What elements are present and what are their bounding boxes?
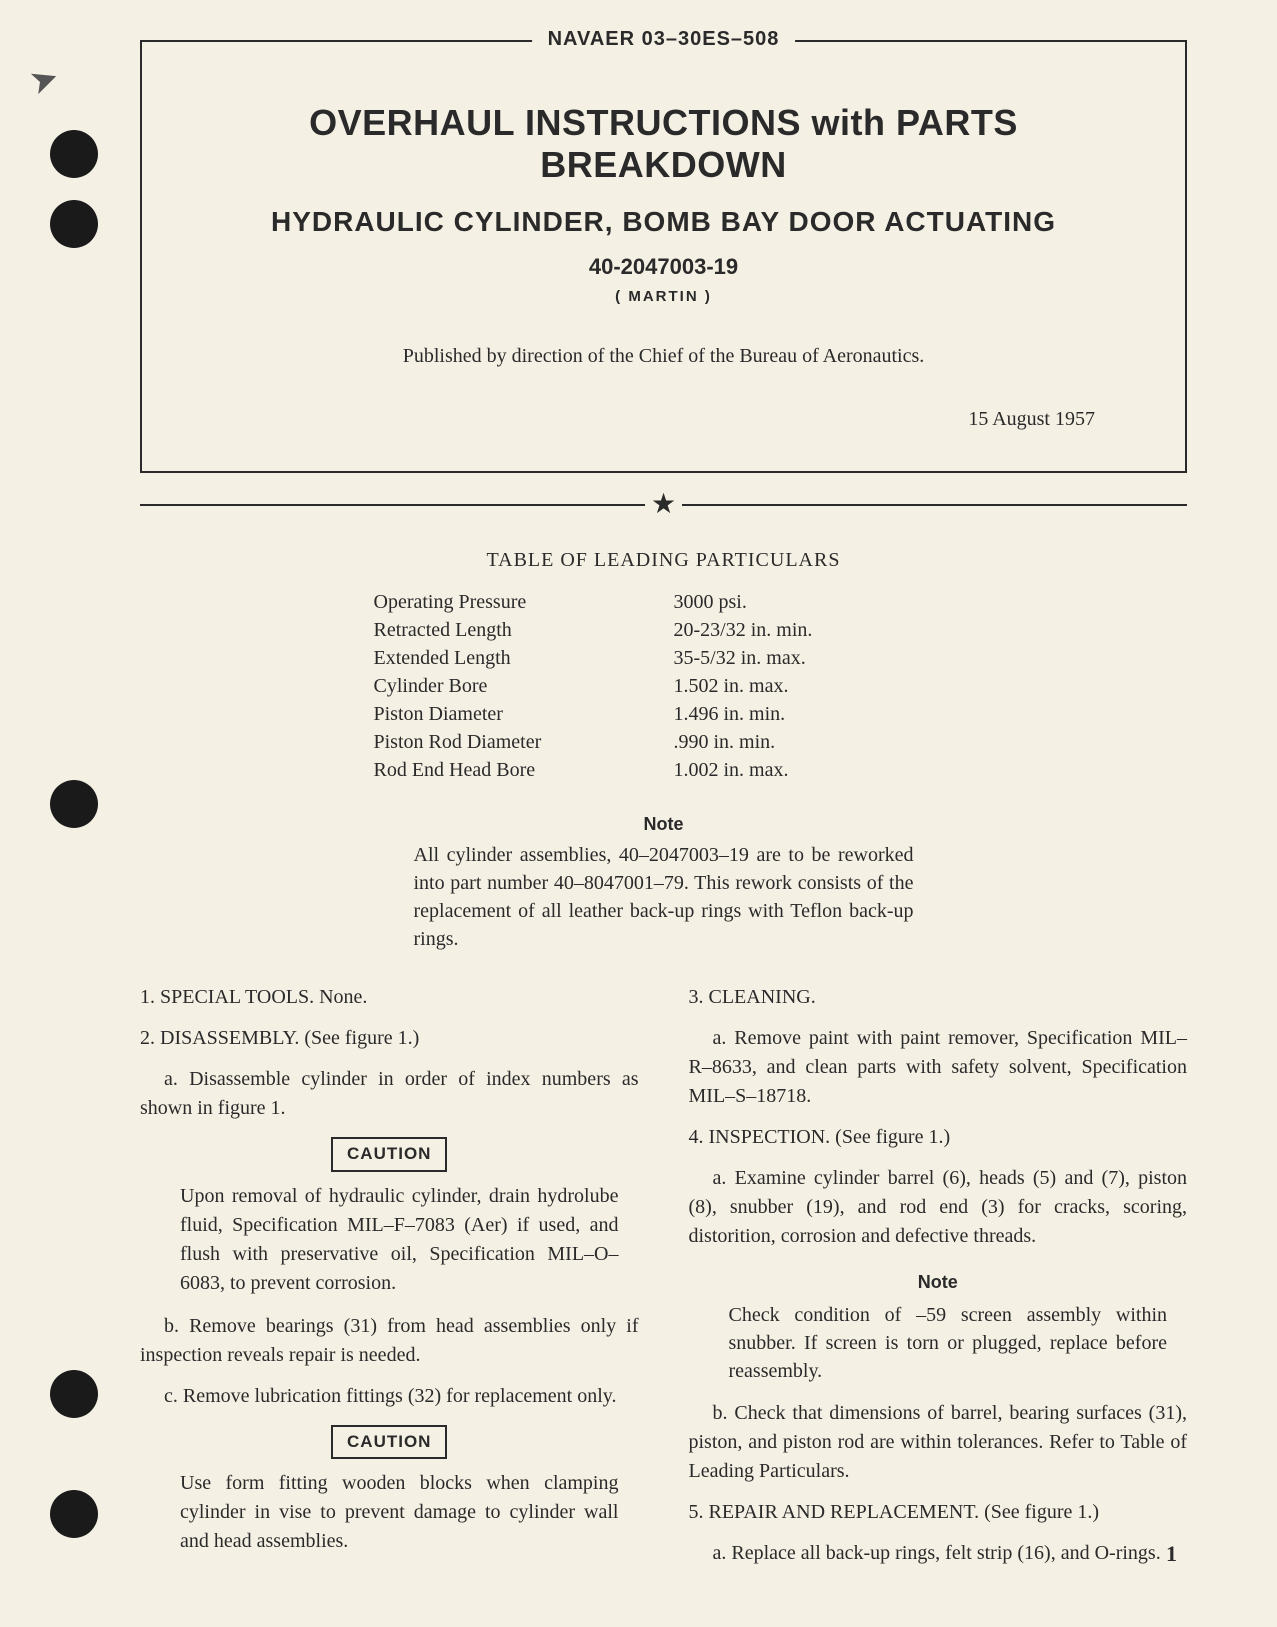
param-value: 20-23/32 in. min. xyxy=(674,616,954,644)
caution-box: CAUTION xyxy=(140,1137,639,1172)
param-value: 3000 psi. xyxy=(674,588,954,616)
note-body: Check condition of –59 screen assembly w… xyxy=(729,1301,1168,1385)
param-label: Retracted Length xyxy=(374,616,674,644)
published-by: Published by direction of the Chief of t… xyxy=(202,345,1125,368)
param-label: Operating Pressure xyxy=(374,588,674,616)
param-label: Piston Diameter xyxy=(374,700,674,728)
section-special-tools: 1. SPECIAL TOOLS. None. xyxy=(140,983,639,1012)
caution-label: CAUTION xyxy=(331,1137,447,1172)
title-frame: NAVAER 03–30ES–508 OVERHAUL INSTRUCTIONS… xyxy=(140,40,1187,473)
param-label: Rod End Head Bore xyxy=(374,756,674,784)
part-number: 40-2047003-19 xyxy=(202,254,1125,280)
note-heading: Note xyxy=(140,814,1187,835)
scribble-icon: ➤ xyxy=(24,56,64,103)
table-row: Piston Rod Diameter.990 in. min. xyxy=(374,728,954,756)
step-2c: c. Remove lubrication fittings (32) for … xyxy=(140,1382,639,1411)
star-divider: ★ xyxy=(140,491,1187,519)
right-column: 3. CLEANING. a. Remove paint with paint … xyxy=(689,983,1188,1580)
page-number: 1 xyxy=(1166,1541,1177,1567)
document-id: NAVAER 03–30ES–508 xyxy=(532,28,796,51)
manufacturer: ( MARTIN ) xyxy=(202,288,1125,305)
step-3a: a. Remove paint with paint remover, Spec… xyxy=(689,1024,1188,1111)
divider-line xyxy=(682,504,1187,506)
punch-hole-icon xyxy=(50,1490,98,1538)
param-label: Piston Rod Diameter xyxy=(374,728,674,756)
publication-date: 15 August 1957 xyxy=(202,408,1095,431)
title-main: OVERHAUL INSTRUCTIONS with PARTS BREAKDO… xyxy=(202,102,1125,186)
title-sub: HYDRAULIC CYLINDER, BOMB BAY DOOR ACTUAT… xyxy=(202,206,1125,238)
table-row: Piston Diameter1.496 in. min. xyxy=(374,700,954,728)
caution-body: Use form fitting wooden blocks when clam… xyxy=(180,1469,619,1556)
particulars-title: TABLE OF LEADING PARTICULARS xyxy=(140,549,1187,572)
caution-box: CAUTION xyxy=(140,1425,639,1460)
document-page: ➤ NAVAER 03–30ES–508 OVERHAUL INSTRUCTIO… xyxy=(0,0,1277,1627)
param-value: 35-5/32 in. max. xyxy=(674,644,954,672)
table-row: Operating Pressure3000 psi. xyxy=(374,588,954,616)
note-body: All cylinder assemblies, 40–2047003–19 a… xyxy=(414,841,914,953)
punch-hole-icon xyxy=(50,780,98,828)
punch-hole-icon xyxy=(50,130,98,178)
punch-hole-icon xyxy=(50,200,98,248)
step-5a: a. Replace all back-up rings, felt strip… xyxy=(689,1539,1188,1568)
divider-line xyxy=(140,504,645,506)
param-value: 1.002 in. max. xyxy=(674,756,954,784)
table-row: Extended Length35-5/32 in. max. xyxy=(374,644,954,672)
step-2b: b. Remove bearings (31) from head assemb… xyxy=(140,1312,639,1370)
param-value: 1.496 in. min. xyxy=(674,700,954,728)
section-inspection: 4. INSPECTION. (See figure 1.) xyxy=(689,1123,1188,1152)
punch-hole-icon xyxy=(50,1370,98,1418)
star-icon: ★ xyxy=(645,491,682,519)
section-repair: 5. REPAIR AND REPLACEMENT. (See figure 1… xyxy=(689,1498,1188,1527)
param-value: 1.502 in. max. xyxy=(674,672,954,700)
step-2a: a. Disassemble cylinder in order of inde… xyxy=(140,1065,639,1123)
note-heading: Note xyxy=(689,1269,1188,1295)
step-4b: b. Check that dimensions of barrel, bear… xyxy=(689,1399,1188,1486)
caution-body: Upon removal of hydraulic cylinder, drai… xyxy=(180,1182,619,1298)
param-value: .990 in. min. xyxy=(674,728,954,756)
section-cleaning: 3. CLEANING. xyxy=(689,983,1188,1012)
particulars-table: Operating Pressure3000 psi. Retracted Le… xyxy=(374,588,954,784)
param-label: Extended Length xyxy=(374,644,674,672)
section-disassembly: 2. DISASSEMBLY. (See figure 1.) xyxy=(140,1024,639,1053)
caution-label: CAUTION xyxy=(331,1425,447,1460)
table-row: Cylinder Bore1.502 in. max. xyxy=(374,672,954,700)
param-label: Cylinder Bore xyxy=(374,672,674,700)
table-row: Retracted Length20-23/32 in. min. xyxy=(374,616,954,644)
body-columns: 1. SPECIAL TOOLS. None. 2. DISASSEMBLY. … xyxy=(140,983,1187,1580)
table-row: Rod End Head Bore1.002 in. max. xyxy=(374,756,954,784)
left-column: 1. SPECIAL TOOLS. None. 2. DISASSEMBLY. … xyxy=(140,983,639,1580)
step-4a: a. Examine cylinder barrel (6), heads (5… xyxy=(689,1164,1188,1251)
